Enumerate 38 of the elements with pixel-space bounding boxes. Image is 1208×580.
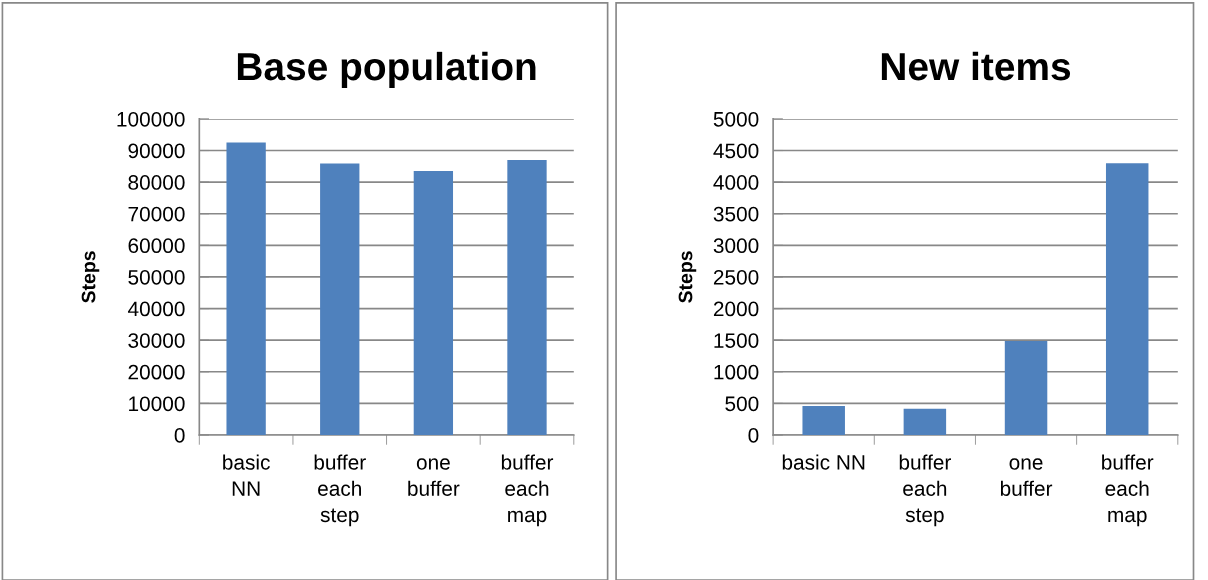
chart-title: Base population [237, 51, 536, 89]
bar [1105, 163, 1149, 435]
bar [1004, 340, 1048, 435]
bar [903, 408, 947, 435]
y-tick-label: 10000 [129, 396, 185, 412]
y-tick-label: 2500 [713, 269, 759, 285]
y-tick-label: 1000 [714, 364, 759, 380]
y-tick-label: 80000 [128, 175, 185, 190]
y-tick-label: 3500 [713, 206, 759, 222]
x-tick-label: one buffer [408, 458, 460, 496]
x-tick-label: buffer each map [1102, 454, 1154, 527]
y-tick-label: 70000 [128, 206, 185, 222]
y-tick-label: 30000 [128, 333, 185, 348]
x-tick-label: one buffer [1000, 458, 1053, 496]
bar [802, 405, 845, 435]
y-tick-label: 5000 [713, 111, 759, 127]
y-tick-label: 40000 [127, 301, 185, 317]
x-tick-label: buffer each step [899, 454, 951, 527]
y-tick-label: 50000 [128, 269, 185, 285]
y-tick-label: 500 [725, 396, 759, 412]
y-tick-label: 20000 [128, 364, 185, 380]
y-tick-label: 0 [174, 428, 185, 443]
y-axis-title: Steps [678, 251, 697, 303]
x-tick-label: buffer each map [501, 454, 554, 527]
chart-title: New items [881, 51, 1071, 81]
y-axis-title: Steps [81, 251, 100, 303]
y-tick-label: 1500 [714, 333, 759, 348]
x-tick-label: basic NN [223, 454, 270, 496]
y-tick-label: 2000 [713, 301, 759, 317]
y-tick-label: 4000 [713, 175, 759, 190]
x-tick-label: basic NN [782, 454, 865, 470]
y-tick-label: 100000 [117, 111, 185, 127]
y-tick-label: 0 [748, 428, 759, 443]
y-tick-label: 60000 [128, 238, 185, 254]
y-tick-label: 3000 [713, 238, 759, 254]
y-tick-label: 90000 [128, 143, 185, 159]
y-tick-label: 4500 [713, 143, 759, 159]
x-tick-label: buffer each step [314, 454, 366, 527]
